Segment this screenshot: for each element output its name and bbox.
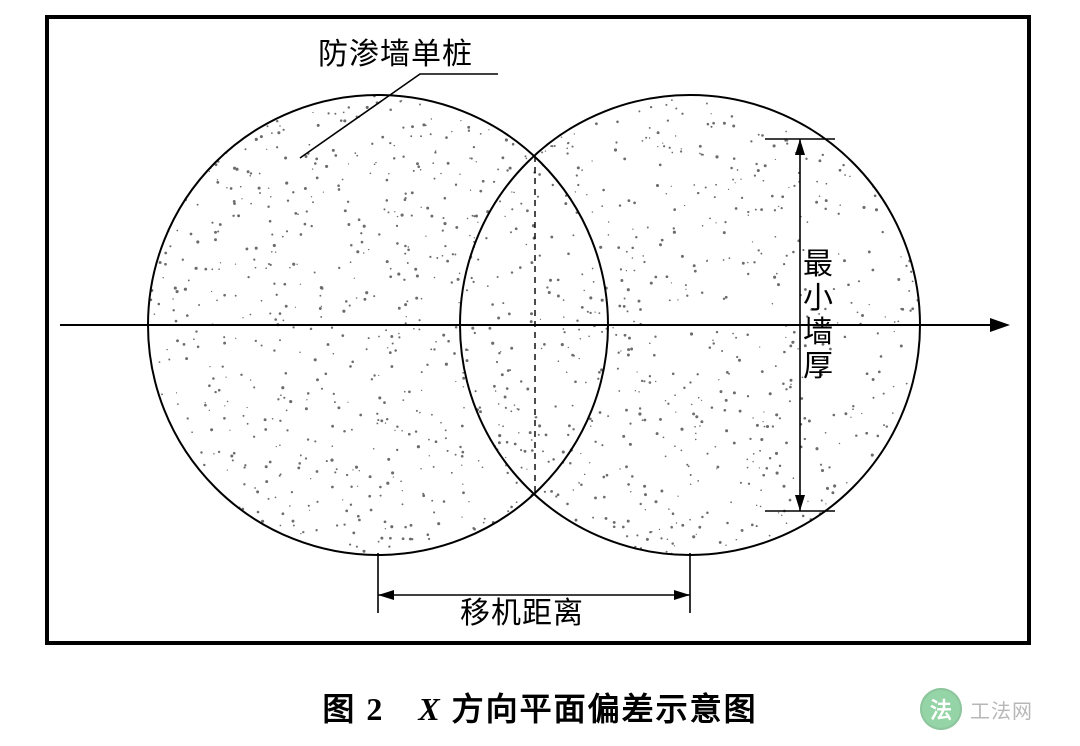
page: 防渗墙单桩 移机距离 最小墙厚 图 2 X 方向平面偏差示意图 法 工法网 [0, 0, 1080, 746]
axis-arrowhead [990, 318, 1010, 332]
label-pile: 防渗墙单桩 [318, 38, 473, 71]
diagram-svg: 防渗墙单桩 移机距离 最小墙厚 [0, 0, 1080, 746]
watermark-badge: 法 [920, 688, 962, 730]
leader-line [300, 74, 498, 158]
watermark-text: 工法网 [970, 695, 1033, 724]
label-thickness: 最小墙厚 [803, 248, 833, 383]
caption-prefix: 图 2 [322, 691, 418, 727]
label-move: 移机距离 [460, 597, 584, 630]
figure-caption: 图 2 X 方向平面偏差示意图 [0, 684, 1080, 730]
caption-variable: X [418, 691, 441, 727]
watermark: 法 工法网 [920, 688, 1033, 730]
caption-suffix: 方向平面偏差示意图 [442, 691, 758, 727]
watermark-glyph: 法 [930, 693, 952, 725]
